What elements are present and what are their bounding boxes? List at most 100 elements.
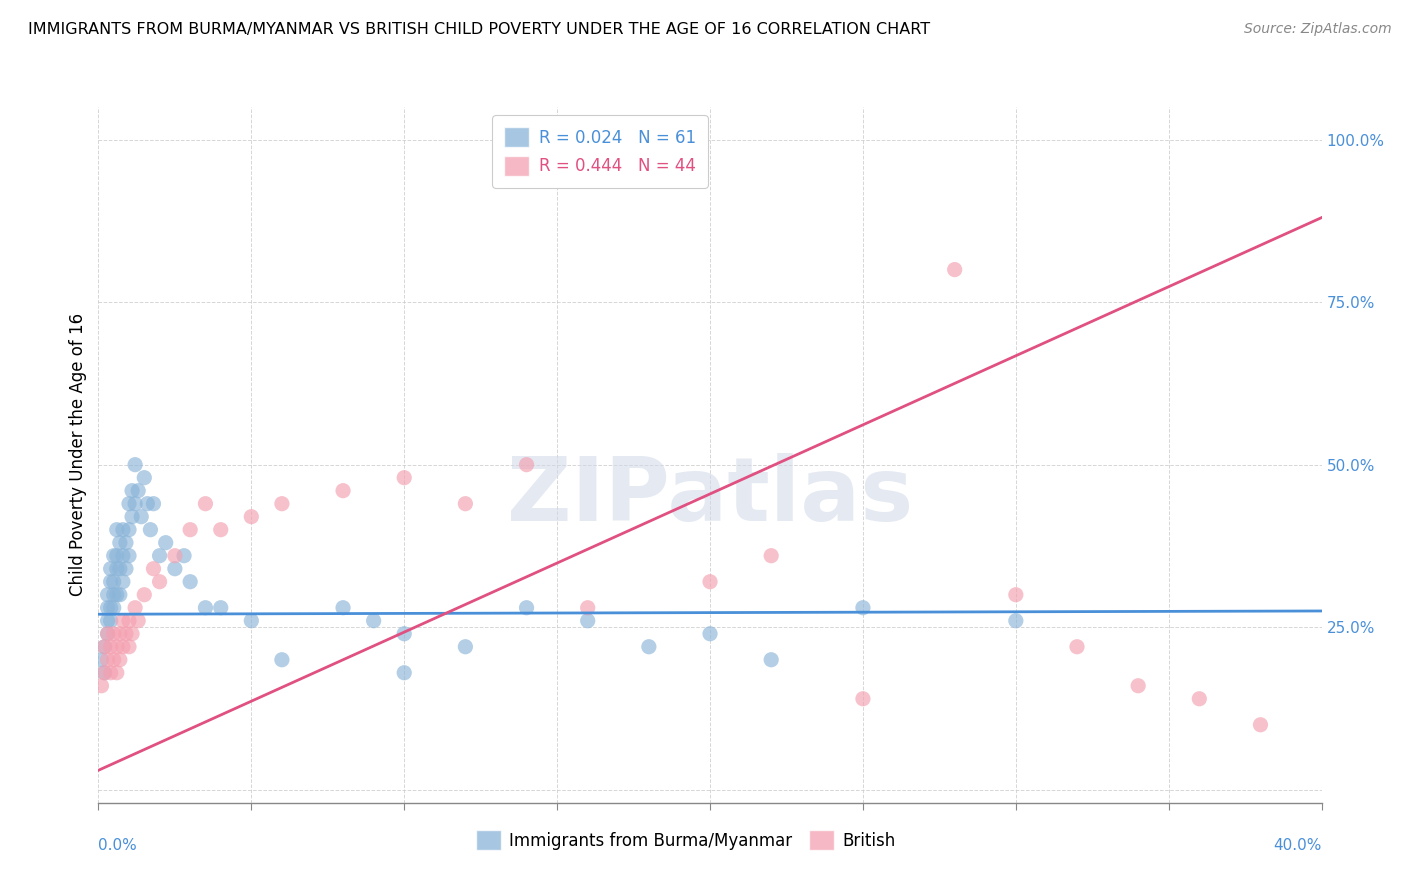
Point — [121, 626, 143, 640]
Point — [100, 600, 122, 615]
Point — [576, 600, 599, 615]
Point — [240, 614, 263, 628]
Point — [105, 523, 128, 537]
Point — [1249, 718, 1271, 732]
Point — [1128, 679, 1150, 693]
Point — [363, 614, 385, 628]
Point — [100, 665, 122, 680]
Point — [97, 653, 120, 667]
Point — [124, 497, 146, 511]
Point — [179, 523, 201, 537]
Point — [332, 600, 354, 615]
Point — [240, 509, 263, 524]
Point — [173, 549, 195, 563]
Point — [115, 535, 138, 549]
Point — [129, 509, 152, 524]
Point — [105, 665, 128, 680]
Point — [179, 574, 201, 589]
Point — [163, 562, 186, 576]
Point — [90, 653, 112, 667]
Text: 0.0%: 0.0% — [98, 838, 138, 853]
Point — [124, 600, 146, 615]
Point — [111, 640, 134, 654]
Point — [105, 549, 128, 563]
Point — [392, 626, 416, 640]
Point — [1004, 614, 1026, 628]
Point — [943, 262, 966, 277]
Point — [121, 509, 143, 524]
Point — [134, 588, 156, 602]
Point — [103, 600, 125, 615]
Point — [759, 653, 782, 667]
Point — [111, 549, 134, 563]
Point — [209, 600, 232, 615]
Point — [105, 562, 128, 576]
Point — [103, 653, 125, 667]
Point — [392, 471, 416, 485]
Point — [118, 614, 141, 628]
Point — [139, 523, 162, 537]
Point — [118, 640, 141, 654]
Point — [392, 665, 416, 680]
Point — [516, 458, 538, 472]
Point — [103, 574, 125, 589]
Point — [127, 483, 149, 498]
Point — [97, 626, 120, 640]
Point — [759, 549, 782, 563]
Point — [699, 574, 721, 589]
Point — [93, 665, 115, 680]
Legend: Immigrants from Burma/Myanmar, British: Immigrants from Burma/Myanmar, British — [470, 823, 903, 857]
Point — [149, 574, 172, 589]
Point — [127, 614, 149, 628]
Point — [270, 497, 292, 511]
Point — [93, 640, 115, 654]
Point — [163, 549, 186, 563]
Point — [108, 653, 131, 667]
Point — [115, 626, 138, 640]
Point — [105, 640, 128, 654]
Point — [111, 523, 134, 537]
Point — [209, 523, 232, 537]
Text: 40.0%: 40.0% — [1274, 838, 1322, 853]
Point — [852, 691, 875, 706]
Text: IMMIGRANTS FROM BURMA/MYANMAR VS BRITISH CHILD POVERTY UNDER THE AGE OF 16 CORRE: IMMIGRANTS FROM BURMA/MYANMAR VS BRITISH… — [28, 22, 931, 37]
Text: ZIPatlas: ZIPatlas — [508, 453, 912, 541]
Point — [136, 497, 159, 511]
Point — [100, 562, 122, 576]
Point — [142, 562, 165, 576]
Point — [97, 600, 120, 615]
Point — [108, 535, 131, 549]
Point — [90, 679, 112, 693]
Point — [118, 497, 141, 511]
Point — [332, 483, 354, 498]
Point — [103, 626, 125, 640]
Point — [1004, 588, 1026, 602]
Point — [100, 614, 122, 628]
Point — [97, 614, 120, 628]
Point — [516, 600, 538, 615]
Point — [105, 588, 128, 602]
Point — [108, 562, 131, 576]
Point — [100, 640, 122, 654]
Point — [194, 497, 217, 511]
Point — [111, 614, 134, 628]
Point — [454, 497, 477, 511]
Point — [124, 458, 146, 472]
Point — [142, 497, 165, 511]
Point — [93, 665, 115, 680]
Point — [270, 653, 292, 667]
Point — [111, 574, 134, 589]
Point — [97, 626, 120, 640]
Point — [93, 640, 115, 654]
Point — [108, 588, 131, 602]
Point — [576, 614, 599, 628]
Point — [115, 562, 138, 576]
Y-axis label: Child Poverty Under the Age of 16: Child Poverty Under the Age of 16 — [69, 313, 87, 597]
Point — [637, 640, 661, 654]
Point — [103, 549, 125, 563]
Point — [852, 600, 875, 615]
Point — [149, 549, 172, 563]
Point — [97, 588, 120, 602]
Point — [118, 523, 141, 537]
Point — [134, 471, 156, 485]
